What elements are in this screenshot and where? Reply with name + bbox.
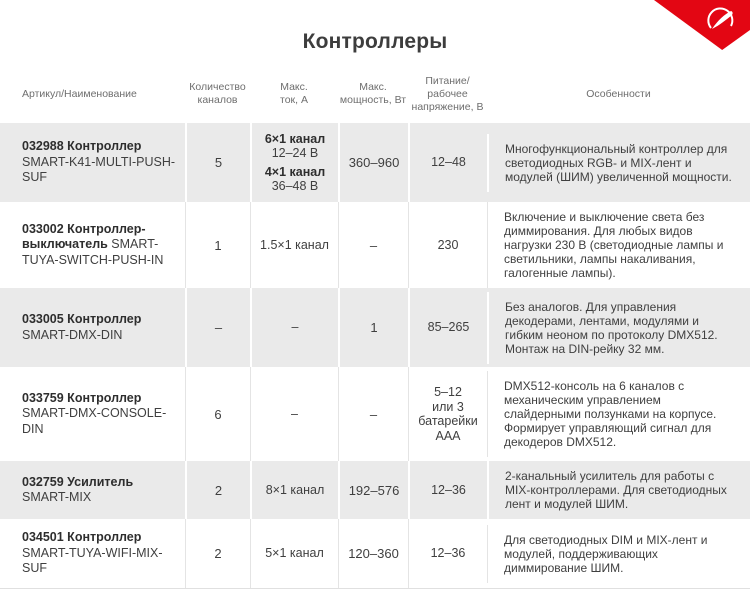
col-header-max-power: Макс. мощность, Вт <box>339 81 407 106</box>
col-header-article: Артикул/Наименование <box>22 87 137 100</box>
page-title: Контроллеры <box>302 30 448 53</box>
max-current-line: 5×1 канал <box>265 546 324 561</box>
channels-cell: 6 <box>185 367 250 461</box>
article-cell: 033005 Контроллер SMART-DMX-DIN <box>0 304 185 351</box>
max-current-cell: 8×1 канал <box>250 461 338 519</box>
table-body: 032988 Контроллер SMART-K41-MULTI-PUSH-S… <box>0 123 750 588</box>
voltage-cell: 230 <box>408 202 487 288</box>
article-code: SMART-K41-MULTI-PUSH-SUF <box>22 154 176 185</box>
features-cell: 2-канальный усилитель для работы с MIX-к… <box>487 461 750 519</box>
controllers-table: Артикул/Наименование Количество каналов … <box>0 55 750 588</box>
table-row: 032988 Контроллер SMART-K41-MULTI-PUSH-S… <box>0 123 750 202</box>
article-cell: 032759 Усилитель SMART-MIX <box>0 467 185 514</box>
article-number-name: 034501 Контроллер <box>22 530 142 545</box>
max-current-cell: 5×1 канал <box>250 519 338 588</box>
table-row: 032759 Усилитель SMART-MIX 2 8×1 канал 192–… <box>0 461 750 519</box>
table-header-row: Артикул/Наименование Количество каналов … <box>0 55 750 123</box>
channels-cell: 1 <box>185 202 250 288</box>
channels-cell: 5 <box>185 123 250 202</box>
max-current-line: 1.5×1 канал <box>260 237 329 252</box>
arlight-feather-icon <box>707 7 734 29</box>
article-number-name: 032759 Усилитель <box>22 474 134 489</box>
col-header-channels: Количество каналов <box>189 81 246 106</box>
col-header-features: Особенности <box>586 87 651 100</box>
features-cell: Без аналогов. Для управления декодерами,… <box>487 291 750 364</box>
max-current-line: 8×1 канал <box>265 482 325 497</box>
article-number-name: 033002 Контроллер-выключатель <box>22 221 146 252</box>
voltage-cell: 12–48 <box>408 123 487 202</box>
voltage-cell: 5–12 или 3 батарейки ААА <box>408 367 487 461</box>
col-header-voltage: Питание/ рабочее напряжение, В <box>411 74 484 113</box>
max-power-cell: 120–360 <box>338 519 408 588</box>
article-code: SMART-DMX-DIN <box>22 327 123 342</box>
features-cell: DMX512-консоль на 6 каналов с механическ… <box>487 371 750 457</box>
table-row: 033005 Контроллер SMART-DMX-DIN – –1 85–265… <box>0 288 750 367</box>
max-current-line: – <box>291 406 298 421</box>
page-bottom-divider <box>0 588 750 589</box>
max-current-line: 4×1 канал <box>264 164 326 179</box>
table-row: 034501 Контроллер SMART-TUYA-WIFI-MIX-SU… <box>0 519 750 588</box>
max-current-cell: – <box>250 367 338 461</box>
max-power-cell: 360–960 <box>338 123 408 202</box>
max-current-cell: 1.5×1 канал <box>250 202 338 288</box>
features-cell: Включение и выключение света без диммиро… <box>487 202 750 288</box>
article-code: SMART-TUYA-WIFI-MIX-SUF <box>22 545 163 576</box>
max-current-line: 6×1 канал <box>264 131 326 146</box>
article-code: SMART-TUYA-SWITCH-PUSH-IN <box>22 237 164 267</box>
table-row: 033759 Контроллер SMART-DMX-CONSOLE-DIN 6… <box>0 367 750 461</box>
article-code: SMART-DMX-CONSOLE-DIN <box>22 406 167 436</box>
article-cell: 034501 Контроллер SMART-TUYA-WIFI-MIX-SU… <box>0 522 185 585</box>
article-number-name: 032988 Контроллер <box>22 139 142 154</box>
article-number-name: 033005 Контроллер <box>22 312 142 326</box>
article-cell: 033759 Контроллер SMART-DMX-CONSOLE-DIN <box>0 383 185 446</box>
max-power-cell: 192–576 <box>338 461 408 519</box>
max-current-line: – <box>291 320 299 335</box>
max-current-line: 36–48 В <box>271 179 319 193</box>
article-code: SMART-MIX <box>22 490 92 504</box>
voltage-cell: 85–265 <box>408 288 487 367</box>
features-cell: Многофункциональный контроллер для свето… <box>487 133 750 192</box>
max-power-cell: – <box>338 367 408 461</box>
table-row: 033002 Контроллер-выключатель SMART-TUYA… <box>0 202 750 288</box>
max-current-cell: 6×1 канал 12–24 В 4×1 канал 36–48 В <box>250 123 338 202</box>
channels-cell: 2 <box>185 461 250 519</box>
max-power-cell: 1 <box>338 288 408 367</box>
max-current-cell: – <box>250 288 338 367</box>
article-cell: 033002 Контроллер-выключатель SMART-TUYA… <box>0 214 185 277</box>
features-cell: Для светодиодных DIM и MIX-лент и модуле… <box>487 524 750 583</box>
max-current-line: 12–24 В <box>271 146 319 160</box>
max-power-cell: – <box>338 202 408 288</box>
article-number-name: 033759 Контроллер <box>22 390 142 405</box>
voltage-cell: 12–36 <box>408 519 487 588</box>
channels-cell: – <box>185 288 250 367</box>
col-header-max-current: Макс. ток, А <box>280 81 308 106</box>
article-cell: 032988 Контроллер SMART-K41-MULTI-PUSH-S… <box>0 131 185 194</box>
channels-cell: 2 <box>185 519 250 588</box>
voltage-cell: 12–36 <box>408 461 487 519</box>
